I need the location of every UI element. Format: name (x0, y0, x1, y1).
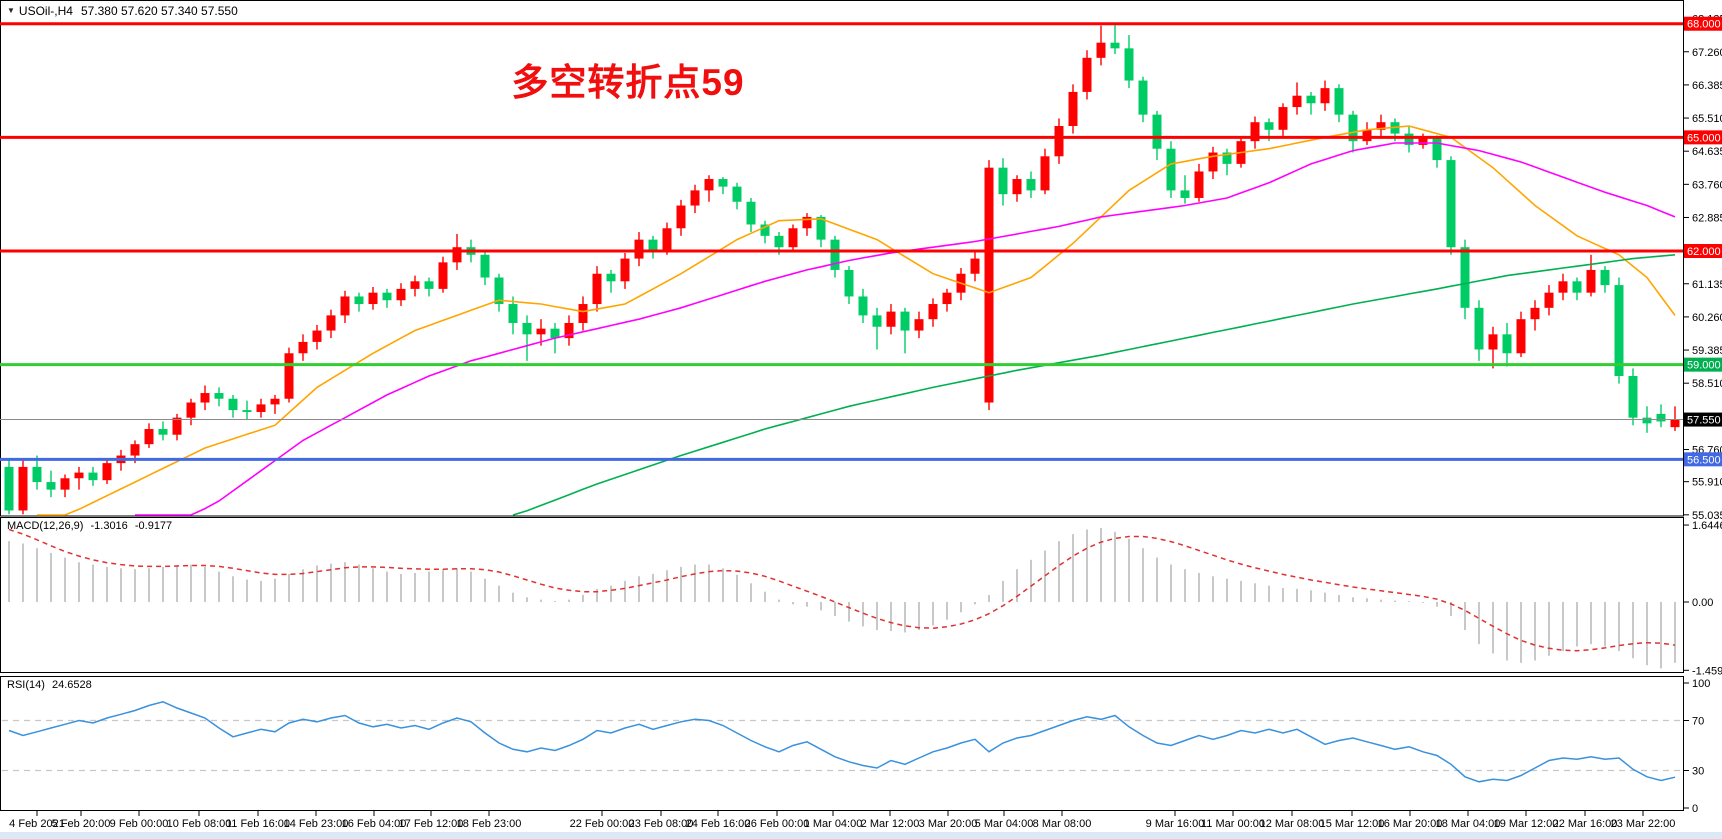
svg-text:26 Feb 00:00: 26 Feb 00:00 (745, 818, 810, 830)
svg-text:11 Feb 16:00: 11 Feb 16:00 (226, 818, 290, 830)
svg-text:22 Feb 00:00: 22 Feb 00:00 (570, 818, 635, 830)
rsi-name: RSI(14) (7, 679, 45, 691)
macd-signal-value: -0.9177 (134, 520, 173, 532)
svg-text:70: 70 (1692, 716, 1704, 728)
price-badge-65.000 (1684, 130, 1722, 145)
status-strip (0, 832, 1722, 839)
annotation-text[interactable]: 多空转折点59 (511, 62, 745, 103)
svg-text:61.135: 61.135 (1692, 279, 1722, 291)
svg-text:18 Feb 23:00: 18 Feb 23:00 (457, 818, 522, 830)
price-axis[interactable]: 68.13567.26066.38565.51064.63563.76062.8… (1684, 14, 1722, 522)
svg-text:2 Mar 12:00: 2 Mar 12:00 (861, 818, 920, 830)
svg-text:63.760: 63.760 (1692, 179, 1722, 191)
svg-text:1 Mar 04:00: 1 Mar 04:00 (804, 818, 863, 830)
svg-text:16 Feb 04:00: 16 Feb 04:00 (342, 818, 407, 830)
svg-text:9 Mar 16:00: 9 Mar 16:00 (1146, 818, 1205, 830)
macd-name: MACD(12,26,9) (7, 520, 84, 532)
candles-layer (4, 24, 1680, 515)
price-chart-panel[interactable] (0, 0, 1684, 517)
svg-text:1.6446: 1.6446 (1692, 520, 1722, 532)
rsi-line (8, 701, 1676, 783)
chart-header: ▼ USOil-,H4 57.380 57.620 57.340 57.550 (7, 4, 238, 18)
svg-text:19 Mar 12:00: 19 Mar 12:00 (1494, 818, 1559, 830)
svg-text:62.000: 62.000 (1687, 246, 1721, 258)
svg-text:22 Mar 16:00: 22 Mar 16:00 (1553, 818, 1618, 830)
svg-text:12 Mar 08:00: 12 Mar 08:00 (1260, 818, 1325, 830)
svg-text:57.550: 57.550 (1687, 415, 1721, 427)
svg-text:68.000: 68.000 (1687, 19, 1721, 31)
svg-text:67.260: 67.260 (1692, 47, 1722, 59)
svg-text:56.500: 56.500 (1687, 454, 1721, 466)
svg-text:23 Feb 08:00: 23 Feb 08:00 (629, 818, 694, 830)
svg-text:18 Mar 04:00: 18 Mar 04:00 (1436, 818, 1501, 830)
svg-text:65.510: 65.510 (1692, 113, 1722, 125)
ma-fast-line (37, 125, 1676, 516)
svg-text:0.00: 0.00 (1692, 597, 1713, 609)
ohlc-values: 57.380 57.620 57.340 57.550 (80, 4, 238, 18)
svg-text:58.510: 58.510 (1692, 378, 1722, 390)
ma-slow-line (512, 254, 1676, 516)
svg-text:10 Feb 08:00: 10 Feb 08:00 (167, 818, 232, 830)
symbol-dropdown-icon[interactable]: ▼ (7, 6, 15, 15)
svg-text:9 Feb 00:00: 9 Feb 00:00 (110, 818, 169, 830)
svg-text:65.000: 65.000 (1687, 132, 1721, 144)
rsi-label: RSI(14) 24.6528 (7, 679, 96, 691)
svg-text:100: 100 (1692, 678, 1710, 690)
price-badge-56.500 (1684, 452, 1722, 467)
svg-text:59.385: 59.385 (1692, 345, 1722, 357)
svg-text:30: 30 (1692, 766, 1704, 778)
price-badge-59.000 (1684, 357, 1722, 372)
svg-text:11 Mar 00:00: 11 Mar 00:00 (1201, 818, 1265, 830)
horizontal-level-lines[interactable] (0, 22, 1683, 461)
macd-label: MACD(12,26,9) -1.3016 -0.9177 (7, 520, 176, 532)
svg-text:23 Mar 22:00: 23 Mar 22:00 (1611, 818, 1676, 830)
macd-main-value: -1.3016 (90, 520, 128, 532)
svg-text:5 Mar 04:00: 5 Mar 04:00 (975, 818, 1034, 830)
svg-text:55.035: 55.035 (1692, 510, 1722, 522)
svg-text:5 Feb 20:00: 5 Feb 20:00 (52, 818, 111, 830)
price-badge-62.000 (1684, 244, 1722, 258)
svg-text:62.885: 62.885 (1692, 212, 1722, 224)
svg-text:59.000: 59.000 (1687, 360, 1721, 372)
svg-text:-1.4594: -1.4594 (1692, 665, 1722, 677)
svg-text:64.635: 64.635 (1692, 146, 1722, 158)
svg-text:3 Mar 20:00: 3 Mar 20:00 (919, 818, 978, 830)
rsi-value: 24.6528 (51, 679, 92, 691)
rsi-level-lines (2, 719, 1682, 772)
svg-text:16 Mar 20:00: 16 Mar 20:00 (1378, 818, 1443, 830)
svg-text:8 Mar 08:00: 8 Mar 08:00 (1033, 818, 1092, 830)
svg-text:4 Feb 2021: 4 Feb 2021 (9, 818, 65, 830)
symbol-timeframe: USOil-,H4 (18, 4, 73, 18)
macd-panel[interactable] (0, 517, 1684, 673)
price-badge-57.550 (1684, 412, 1722, 427)
svg-text:24 Feb 16:00: 24 Feb 16:00 (686, 818, 751, 830)
svg-text:0: 0 (1692, 803, 1698, 815)
macd-signal-line (8, 528, 1676, 652)
macd-indicator (8, 528, 1676, 669)
svg-text:55.910: 55.910 (1692, 477, 1722, 489)
svg-text:15 Mar 12:00: 15 Mar 12:00 (1320, 818, 1385, 830)
rsi-panel[interactable] (0, 676, 1684, 811)
svg-text:60.260: 60.260 (1692, 312, 1722, 324)
svg-text:14 Feb 23:00: 14 Feb 23:00 (284, 818, 349, 830)
svg-text:66.385: 66.385 (1692, 80, 1722, 92)
svg-text:17 Feb 12:00: 17 Feb 12:00 (399, 818, 464, 830)
price-badge-68.000 (1684, 16, 1722, 31)
indicator-axis[interactable]: 1.6446 0.00 -1.4594100 70 30 0 (1684, 520, 1722, 815)
